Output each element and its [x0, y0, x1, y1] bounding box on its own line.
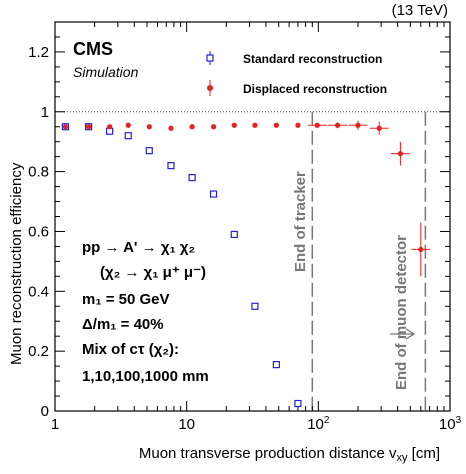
y-tick-label: 1 [41, 104, 49, 121]
series-displaced [62, 120, 431, 277]
y-tick-label: 0.2 [28, 343, 49, 360]
end-of-muon-detector-label: End of muon detector [393, 235, 410, 390]
standard-point [188, 174, 196, 182]
x-tick-label: 1 [51, 416, 59, 433]
displaced-point [231, 122, 237, 128]
simulation-label: Simulation [73, 64, 139, 80]
info-ctau-values: 1,10,100,1000 mm [82, 368, 209, 385]
x-tick-base: 10 [439, 416, 456, 433]
legend-standard-marker [206, 54, 214, 62]
y-axis-title: Muon reconstruction efficiency [8, 162, 25, 365]
x-tick-label: 102 [307, 415, 330, 433]
displaced-point [146, 124, 152, 130]
y-tick-label: 0.4 [28, 283, 49, 300]
displaced-point [252, 122, 258, 128]
arrow-icon [390, 328, 416, 340]
legend: Standard reconstruction Displaced recons… [206, 51, 387, 96]
info-delta: Δ/m₁ = 40% [82, 316, 164, 333]
displaced-point [86, 124, 92, 130]
standard-point [272, 361, 280, 369]
x-tick-label: 103 [439, 415, 462, 433]
x-axis-title-sub: xy [397, 452, 409, 464]
displaced-point [314, 122, 320, 128]
axis-ticks: 00.20.40.60.811.21 10 102 103 [28, 21, 462, 433]
x-axis-title: Muon transverse production distance vxy … [139, 445, 440, 464]
standard-point [209, 190, 218, 198]
y-tick-label: 0 [41, 403, 49, 420]
x-axis-title-main: Muon transverse production distance v [139, 445, 397, 462]
displaced-point [397, 151, 403, 157]
info-mass: m₁ = 50 GeV [82, 291, 170, 308]
displaced-point [418, 246, 424, 253]
displaced-point [355, 122, 361, 128]
x-tick-exponent: 2 [324, 415, 330, 426]
displaced-point [334, 122, 341, 128]
energy-label: (13 TeV) [392, 2, 448, 19]
cms-label: CMS [73, 39, 113, 59]
y-tick-label: 1.2 [28, 44, 49, 61]
legend-displaced-marker [207, 85, 213, 91]
standard-point [145, 147, 153, 155]
info-ctau: Mix of cτ (χ₂): [82, 341, 179, 358]
displaced-point [210, 124, 217, 130]
displaced-point [125, 122, 131, 128]
displaced-point [273, 122, 279, 128]
y-tick-label: 0.8 [28, 164, 49, 181]
displaced-point [62, 124, 69, 130]
end-of-tracker-label: End of tracker [292, 171, 309, 272]
standard-point [294, 399, 302, 408]
info-block: pp → A' → χ₁ χ₂ (χ₂ → χ₁ μ⁺ μ⁻) m₁ = 50 … [82, 239, 209, 385]
info-process: pp → A' → χ₁ χ₂ [82, 239, 195, 256]
displaced-point [168, 125, 174, 131]
displaced-point [107, 124, 113, 130]
standard-point [230, 230, 238, 239]
standard-point [124, 132, 132, 140]
info-decay: (χ₂ → χ₁ μ⁺ μ⁻) [100, 264, 206, 281]
legend-displaced-label: Displaced reconstruction [243, 82, 387, 96]
x-tick-base: 10 [307, 416, 324, 433]
displaced-point [189, 124, 195, 130]
x-axis-title-unit: [cm] [408, 445, 441, 462]
standard-point [251, 302, 259, 310]
displaced-point [376, 125, 382, 131]
legend-standard-label: Standard reconstruction [243, 52, 382, 66]
displaced-point [295, 122, 301, 128]
y-tick-label: 0.6 [28, 223, 49, 240]
series-standard [61, 123, 302, 408]
standard-point [167, 162, 175, 170]
x-tick-label: 10 [178, 416, 195, 433]
x-tick-exponent: 3 [456, 415, 462, 426]
vertical-lines [311, 111, 427, 411]
